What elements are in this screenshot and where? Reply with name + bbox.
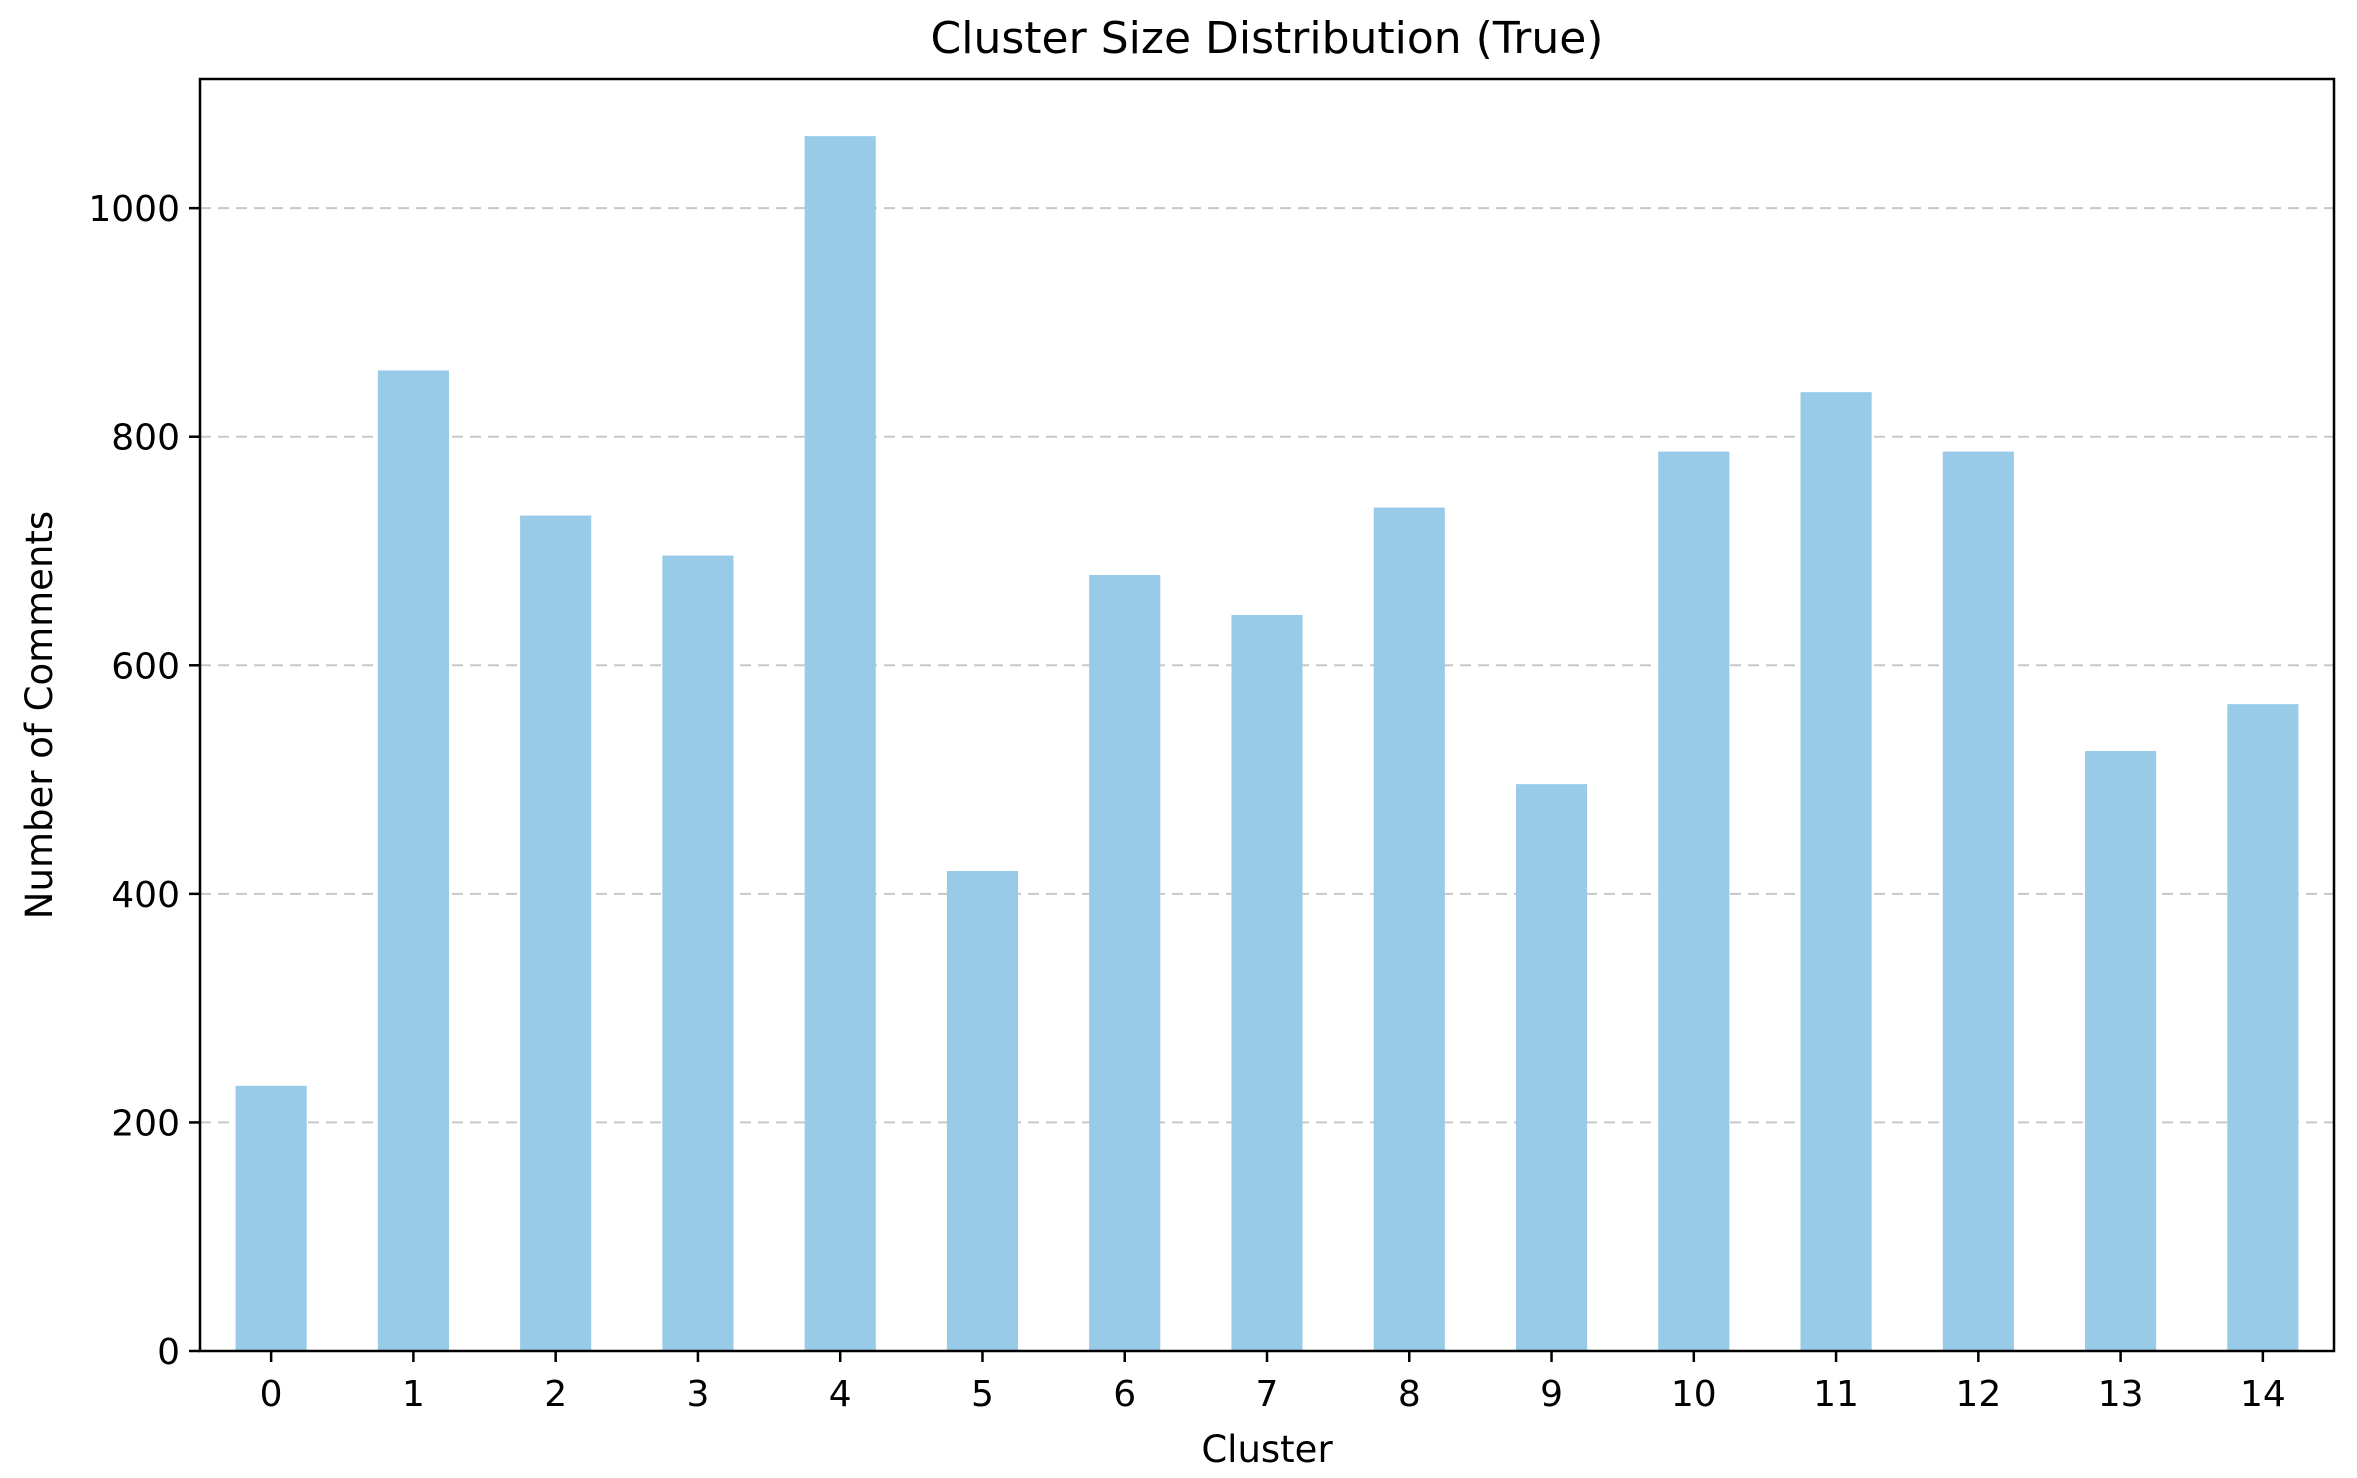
bars xyxy=(235,136,2299,1352)
x-tick-label-9: 9 xyxy=(1540,1374,1563,1415)
bar-cluster-3 xyxy=(662,555,734,1351)
bar-cluster-8 xyxy=(1373,507,1445,1352)
y-axis-ticks: 0 200 400 600 800 1000 xyxy=(88,189,200,1373)
x-tick-label-4: 4 xyxy=(829,1374,852,1415)
y-tick-label-800: 800 xyxy=(111,418,180,459)
x-tick-label-2: 2 xyxy=(544,1374,567,1415)
bar-cluster-11 xyxy=(1800,392,1872,1352)
x-axis-ticks: 0 1 2 3 4 5 6 7 8 9 10 11 12 13 14 xyxy=(260,1351,2286,1415)
bar-cluster-6 xyxy=(1089,575,1161,1351)
x-tick-label-10: 10 xyxy=(1671,1374,1717,1415)
bar-cluster-0 xyxy=(235,1085,307,1351)
y-tick-label-1000: 1000 xyxy=(88,189,180,230)
x-tick-label-12: 12 xyxy=(1955,1374,2001,1415)
bar-cluster-1 xyxy=(377,370,449,1351)
bar-cluster-13 xyxy=(2085,751,2157,1351)
x-tick-label-1: 1 xyxy=(402,1374,425,1415)
y-tick-label-400: 400 xyxy=(111,875,180,916)
bar-cluster-5 xyxy=(946,871,1019,1351)
x-tick-label-7: 7 xyxy=(1256,1374,1279,1415)
y-axis-label: Number of Comments xyxy=(18,511,61,919)
x-tick-label-11: 11 xyxy=(1813,1374,1859,1415)
bar-cluster-10 xyxy=(1658,451,1730,1352)
bar-cluster-7 xyxy=(1231,615,1303,1351)
x-tick-label-0: 0 xyxy=(260,1374,283,1415)
y-tick-label-600: 600 xyxy=(111,646,180,687)
x-tick-label-13: 13 xyxy=(2098,1374,2144,1415)
x-tick-label-8: 8 xyxy=(1398,1374,1421,1415)
bar-cluster-4 xyxy=(804,136,876,1352)
x-tick-label-3: 3 xyxy=(686,1374,709,1415)
chart-title: Cluster Size Distribution (True) xyxy=(931,13,1604,64)
bar-cluster-9 xyxy=(1515,784,1588,1351)
y-tick-label-0: 0 xyxy=(157,1332,180,1373)
x-tick-label-6: 6 xyxy=(1113,1374,1136,1415)
x-tick-label-5: 5 xyxy=(971,1374,994,1415)
bar-cluster-2 xyxy=(520,515,592,1351)
bar-cluster-12 xyxy=(1942,451,2014,1352)
bar-cluster-14 xyxy=(2227,704,2299,1351)
y-tick-label-200: 200 xyxy=(111,1103,180,1144)
x-axis-label: Cluster xyxy=(1201,1428,1333,1471)
x-tick-label-14: 14 xyxy=(2240,1374,2286,1415)
